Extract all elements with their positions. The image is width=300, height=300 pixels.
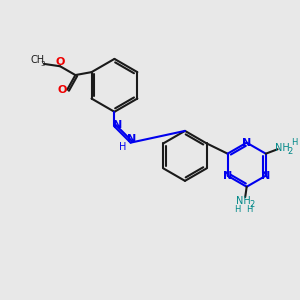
Text: NH: NH xyxy=(236,196,251,206)
Text: O: O xyxy=(58,85,67,95)
Text: H: H xyxy=(291,138,298,147)
Text: NH: NH xyxy=(274,143,289,153)
Text: N: N xyxy=(128,134,137,144)
Text: H: H xyxy=(119,142,126,152)
Text: H: H xyxy=(246,205,252,214)
Text: CH: CH xyxy=(30,56,44,65)
Text: N: N xyxy=(113,120,123,130)
Text: N: N xyxy=(223,171,232,181)
Text: 2: 2 xyxy=(287,147,293,156)
Text: N: N xyxy=(261,171,270,181)
Text: N: N xyxy=(242,138,251,148)
Text: O: O xyxy=(56,57,65,68)
Text: H: H xyxy=(234,205,241,214)
Text: 3: 3 xyxy=(40,61,45,67)
Text: 2: 2 xyxy=(249,200,255,209)
